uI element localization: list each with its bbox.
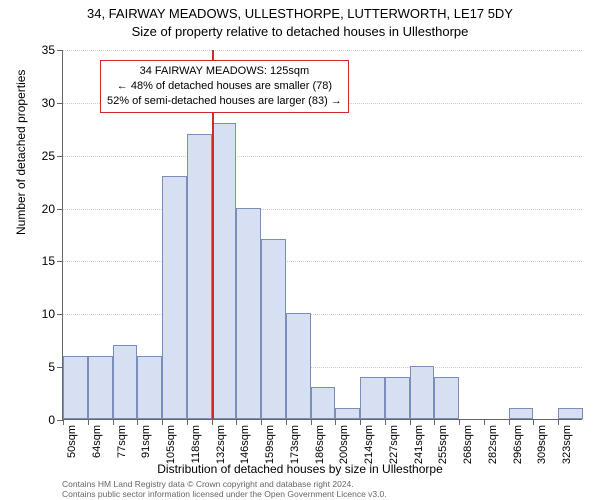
histogram-bar bbox=[286, 313, 311, 419]
x-tick bbox=[385, 419, 386, 425]
histogram-bar bbox=[187, 134, 212, 419]
histogram-bar bbox=[212, 123, 237, 419]
x-tick-label: 268sqm bbox=[462, 425, 474, 464]
x-tick bbox=[88, 419, 89, 425]
x-tick bbox=[509, 419, 510, 425]
page-title-line2: Size of property relative to detached ho… bbox=[0, 24, 600, 39]
y-tick-label: 25 bbox=[42, 149, 55, 163]
y-tick-label: 10 bbox=[42, 307, 55, 321]
y-tick bbox=[57, 103, 63, 104]
histogram-bar bbox=[162, 176, 187, 419]
x-tick-label: 282sqm bbox=[487, 425, 499, 464]
x-tick bbox=[410, 419, 411, 425]
x-tick-label: 50sqm bbox=[66, 425, 78, 458]
x-tick-label: 323sqm bbox=[561, 425, 573, 464]
gridline bbox=[63, 50, 582, 51]
x-tick-label: 200sqm bbox=[338, 425, 350, 464]
y-tick bbox=[57, 50, 63, 51]
x-tick bbox=[286, 419, 287, 425]
y-tick bbox=[57, 314, 63, 315]
x-tick bbox=[261, 419, 262, 425]
footer-line2: Contains public sector information licen… bbox=[62, 490, 387, 500]
info-line3: 52% of semi-detached houses are larger (… bbox=[107, 94, 342, 109]
page-title-line1: 34, FAIRWAY MEADOWS, ULLESTHORPE, LUTTER… bbox=[0, 6, 600, 21]
info-line2: ← 48% of detached houses are smaller (78… bbox=[107, 79, 342, 94]
histogram-bar bbox=[311, 387, 336, 419]
x-tick-label: 77sqm bbox=[116, 425, 128, 458]
info-line1: 34 FAIRWAY MEADOWS: 125sqm bbox=[107, 64, 342, 79]
x-tick bbox=[212, 419, 213, 425]
histogram-bar bbox=[558, 408, 583, 419]
x-tick bbox=[558, 419, 559, 425]
y-tick bbox=[57, 156, 63, 157]
x-tick-label: 105sqm bbox=[165, 425, 177, 464]
x-tick-label: 159sqm bbox=[264, 425, 276, 464]
histogram-bar bbox=[261, 239, 286, 419]
info-box: 34 FAIRWAY MEADOWS: 125sqm ← 48% of deta… bbox=[100, 60, 349, 113]
x-tick bbox=[137, 419, 138, 425]
x-tick bbox=[162, 419, 163, 425]
y-tick-label: 20 bbox=[42, 202, 55, 216]
histogram-bar bbox=[434, 377, 459, 419]
y-tick bbox=[57, 209, 63, 210]
histogram-bar bbox=[137, 356, 162, 419]
y-tick-label: 5 bbox=[48, 360, 55, 374]
footer: Contains HM Land Registry data © Crown c… bbox=[62, 480, 387, 500]
y-tick-label: 35 bbox=[42, 43, 55, 57]
x-tick-label: 186sqm bbox=[314, 425, 326, 464]
x-tick-label: 91sqm bbox=[140, 425, 152, 458]
histogram-bar bbox=[88, 356, 113, 419]
x-tick bbox=[459, 419, 460, 425]
y-tick-label: 0 bbox=[48, 413, 55, 427]
y-tick bbox=[57, 261, 63, 262]
gridline bbox=[63, 314, 582, 315]
x-tick bbox=[484, 419, 485, 425]
chart-container: 34, FAIRWAY MEADOWS, ULLESTHORPE, LUTTER… bbox=[0, 0, 600, 500]
x-tick bbox=[311, 419, 312, 425]
x-tick bbox=[236, 419, 237, 425]
histogram-bar bbox=[63, 356, 88, 419]
x-tick bbox=[113, 419, 114, 425]
histogram-bar bbox=[113, 345, 138, 419]
x-tick-label: 146sqm bbox=[239, 425, 251, 464]
gridline bbox=[63, 261, 582, 262]
x-tick bbox=[335, 419, 336, 425]
x-tick-label: 118sqm bbox=[190, 425, 202, 463]
x-tick-label: 173sqm bbox=[289, 425, 301, 464]
y-axis-label: Number of detached properties bbox=[14, 70, 28, 235]
x-tick bbox=[533, 419, 534, 425]
gridline bbox=[63, 209, 582, 210]
histogram-bar bbox=[509, 408, 534, 419]
histogram-bar bbox=[360, 377, 385, 419]
x-tick-label: 214sqm bbox=[363, 425, 375, 464]
x-tick bbox=[360, 419, 361, 425]
x-tick-label: 241sqm bbox=[413, 425, 425, 464]
x-tick bbox=[434, 419, 435, 425]
histogram-bar bbox=[385, 377, 410, 419]
x-tick bbox=[63, 419, 64, 425]
x-axis-label: Distribution of detached houses by size … bbox=[0, 462, 600, 476]
y-tick-label: 30 bbox=[42, 96, 55, 110]
x-tick-label: 255sqm bbox=[437, 425, 449, 464]
x-tick-label: 64sqm bbox=[91, 425, 103, 458]
y-tick-label: 15 bbox=[42, 254, 55, 268]
x-tick-label: 227sqm bbox=[388, 425, 400, 464]
x-tick bbox=[187, 419, 188, 425]
x-tick-label: 309sqm bbox=[536, 425, 548, 464]
histogram-bar bbox=[335, 408, 360, 419]
x-tick-label: 296sqm bbox=[512, 425, 524, 464]
gridline bbox=[63, 156, 582, 157]
histogram-bar bbox=[236, 208, 261, 419]
x-tick-label: 132sqm bbox=[215, 425, 227, 464]
histogram-bar bbox=[410, 366, 435, 419]
